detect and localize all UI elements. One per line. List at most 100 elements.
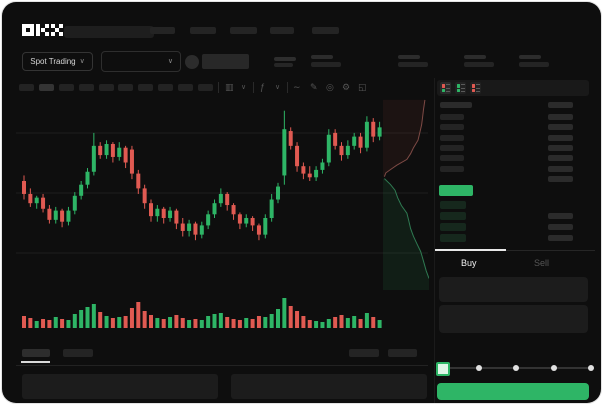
depth-bids-line: [384, 178, 429, 279]
timeframe-button-placeholder[interactable]: [19, 84, 34, 91]
nav-item-placeholder[interactable]: [270, 27, 294, 34]
ask-price-placeholder[interactable]: [440, 114, 464, 120]
orderbook-header-amount-placeholder: [548, 102, 573, 108]
slider-stop-dot[interactable]: [513, 365, 519, 371]
volume-bar: [212, 314, 217, 328]
bottom-action-placeholder[interactable]: [388, 349, 417, 357]
pair-name-placeholder[interactable]: [202, 54, 249, 69]
candle-body: [339, 145, 344, 156]
volume-bar: [174, 315, 179, 328]
volume-bar: [85, 307, 90, 328]
ticker-stat-label-placeholder: [311, 55, 333, 59]
order-price-input[interactable]: [439, 277, 588, 302]
candle-body: [98, 145, 103, 156]
timeframe-button-placeholder[interactable]: [138, 84, 153, 91]
ask-price-placeholder[interactable]: [440, 155, 464, 162]
candle-body: [60, 210, 65, 222]
okx-logo: [22, 24, 63, 36]
candlestick-chart[interactable]: [16, 98, 428, 348]
candle-body: [34, 197, 39, 204]
timeframe-button-placeholder[interactable]: [178, 84, 193, 91]
timeframe-button-placeholder[interactable]: [99, 84, 114, 91]
bid-price-placeholder[interactable]: [440, 234, 466, 242]
ask-price-placeholder[interactable]: [440, 165, 464, 172]
timeframe-button-placeholder[interactable]: [158, 84, 173, 91]
chart-type-icon[interactable]: ▥: [225, 82, 234, 92]
volume-bar: [53, 317, 58, 328]
candle-body: [326, 134, 331, 163]
timeframe-button-placeholder[interactable]: [39, 84, 54, 91]
nav-item-placeholder[interactable]: [190, 27, 216, 34]
nav-item-placeholder[interactable]: [230, 27, 257, 34]
tab-buy[interactable]: Buy: [461, 258, 477, 268]
search-input[interactable]: [64, 26, 154, 38]
slider-stop-dot[interactable]: [475, 365, 482, 371]
bid-price-placeholder[interactable]: [440, 201, 466, 209]
amount-slider-handle[interactable]: [436, 362, 450, 376]
slider-stop-dot[interactable]: [550, 365, 557, 371]
bid-price-placeholder[interactable]: [440, 223, 466, 231]
fullscreen-icon[interactable]: ◱: [358, 82, 367, 92]
nav-item-placeholder[interactable]: [150, 27, 175, 34]
volume-bar: [371, 317, 376, 328]
timeframe-button-placeholder[interactable]: [79, 84, 94, 91]
ask-price-placeholder[interactable]: [440, 144, 464, 151]
candle-body: [79, 184, 84, 196]
candle-body: [199, 225, 204, 235]
chevron-down-icon[interactable]: ∨: [275, 84, 281, 91]
line-style-icon[interactable]: ∼: [293, 82, 301, 92]
chevron-down-icon: ∨: [167, 58, 173, 65]
indicators-icon[interactable]: ƒ: [260, 82, 266, 92]
timeframe-button-placeholder[interactable]: [59, 84, 74, 91]
candle-body: [244, 218, 249, 224]
volume-bar: [41, 319, 46, 328]
toolbar-divider: [218, 82, 219, 93]
volume-bar: [326, 319, 331, 328]
bottom-panel-placeholder: [22, 374, 218, 399]
ask-amount-placeholder: [548, 175, 573, 182]
volume-bar: [129, 308, 134, 328]
timeframe-button-placeholder[interactable]: [118, 84, 133, 91]
volume-bar: [110, 318, 115, 328]
chevron-down-icon[interactable]: ∨: [241, 84, 247, 91]
candle-body: [263, 218, 268, 235]
volume-bar: [117, 317, 122, 328]
slider-stop-dot[interactable]: [588, 365, 594, 371]
orderbook-layout-bids-icon[interactable]: [455, 82, 466, 94]
bid-price-placeholder[interactable]: [440, 212, 466, 220]
pair-selector-dropdown[interactable]: ∨: [101, 51, 181, 72]
ask-amount-placeholder: [548, 165, 573, 172]
volume-bar: [301, 316, 306, 328]
ticker-stat-value-placeholder: [398, 62, 428, 67]
draw-icon[interactable]: ✎: [310, 82, 318, 92]
bottom-tab-active-placeholder[interactable]: [22, 349, 50, 357]
ask-price-placeholder[interactable]: [440, 124, 464, 131]
volume-bar: [149, 315, 153, 328]
timeframe-button-placeholder[interactable]: [198, 84, 213, 91]
volume-bar: [168, 317, 173, 328]
tab-sell[interactable]: Sell: [534, 258, 550, 268]
orderbook-last-price[interactable]: [439, 185, 473, 196]
depth-chart: [383, 99, 429, 290]
settings-icon[interactable]: ⚙: [342, 82, 351, 92]
candle-body: [212, 203, 217, 215]
orderbook-layout-both-icon[interactable]: [440, 82, 451, 94]
toolbar-divider: [287, 82, 288, 93]
volume-bar: [314, 321, 319, 328]
camera-icon[interactable]: ◎: [326, 82, 334, 92]
volume-bar: [333, 317, 338, 328]
order-amount-input[interactable]: [439, 305, 588, 333]
candle-body: [371, 121, 376, 137]
ask-amount-placeholder: [548, 134, 573, 141]
bottom-action-placeholder[interactable]: [349, 349, 379, 357]
bottom-tab-placeholder[interactable]: [63, 349, 93, 357]
orderbook-layout-asks-icon[interactable]: [470, 82, 481, 94]
icon-color-column: [456, 84, 460, 92]
volume-bar: [199, 320, 204, 328]
nav-item-placeholder[interactable]: [312, 27, 339, 34]
buy-submit-button[interactable]: [437, 383, 589, 400]
product-selector-button[interactable]: Spot Trading ∨: [22, 52, 93, 71]
ask-price-placeholder[interactable]: [440, 134, 464, 141]
depth-asks-line: [383, 99, 426, 177]
candle-body: [377, 127, 382, 137]
